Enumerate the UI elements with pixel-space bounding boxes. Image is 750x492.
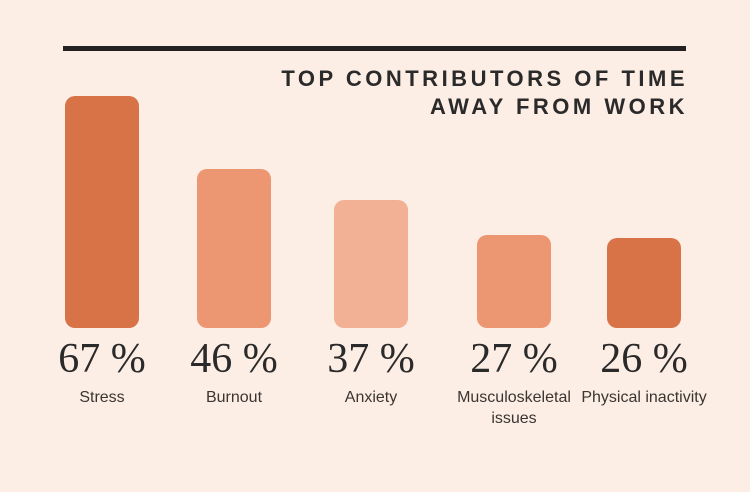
bar-column-physical-inactivity: 26 % Physical inactivity	[578, 96, 710, 408]
category-label-physical-inactivity: Physical inactivity	[581, 389, 707, 406]
value-label-anxiety: 37 %	[327, 336, 415, 382]
bar-track	[36, 96, 168, 328]
bar-track	[168, 96, 300, 328]
bar-stress	[65, 96, 139, 328]
chart-title: TOP CONTRIBUTORS OF TIME AWAY FROM WORK	[281, 65, 688, 121]
category-label-anxiety: Anxiety	[344, 389, 398, 406]
category-label-musculoskeletal-issues: Musculoskeletal issues	[457, 389, 571, 427]
bar-column-stress: 67 % Stress	[36, 96, 168, 408]
bar-column-musculoskeletal-issues: 27 % Musculoskeletal issues	[448, 96, 580, 429]
chart-title-line-2: AWAY FROM WORK	[429, 94, 688, 119]
bar-column-burnout: 46 % Burnout	[168, 96, 300, 408]
bar-column-anxiety: 37 % Anxiety	[305, 96, 437, 408]
bar-track	[578, 96, 710, 328]
title-rule	[63, 46, 686, 51]
bar-physical-inactivity	[607, 238, 681, 328]
value-label-burnout: 46 %	[190, 336, 278, 382]
bar-burnout	[197, 169, 271, 328]
chart-title-line-1: TOP CONTRIBUTORS OF TIME	[281, 66, 688, 91]
category-label-stress: Stress	[79, 389, 125, 406]
value-label-musculoskeletal-issues: 27 %	[470, 336, 558, 382]
bar-anxiety	[334, 200, 408, 328]
category-label-burnout: Burnout	[205, 389, 263, 406]
bar-musculoskeletal-issues	[477, 235, 551, 328]
bar-track	[305, 96, 437, 328]
bar-track	[448, 96, 580, 328]
value-label-physical-inactivity: 26 %	[600, 336, 688, 382]
value-label-stress: 67 %	[58, 336, 146, 382]
